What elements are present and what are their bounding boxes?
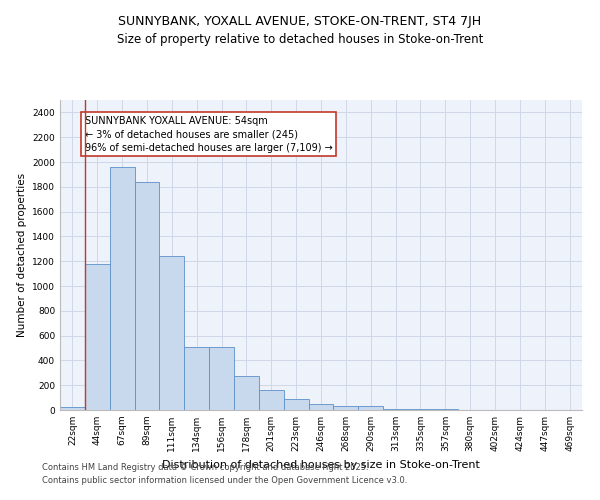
Text: SUNNYBANK, YOXALL AVENUE, STOKE-ON-TRENT, ST4 7JH: SUNNYBANK, YOXALL AVENUE, STOKE-ON-TRENT… [118,15,482,28]
Bar [209,347,234,410]
Text: Contains public sector information licensed under the Open Government Licence v3: Contains public sector information licen… [42,476,407,485]
Bar [383,408,408,410]
Bar [184,347,209,410]
Bar [160,256,184,410]
Bar [85,264,110,410]
Bar [60,408,85,410]
Bar [259,390,284,410]
Bar [134,182,160,410]
Bar [110,167,134,410]
Bar [408,409,433,410]
Bar [334,406,358,410]
Bar [358,406,383,410]
X-axis label: Distribution of detached houses by size in Stoke-on-Trent: Distribution of detached houses by size … [162,460,480,469]
Text: SUNNYBANK YOXALL AVENUE: 54sqm
← 3% of detached houses are smaller (245)
96% of : SUNNYBANK YOXALL AVENUE: 54sqm ← 3% of d… [85,116,332,152]
Bar [234,376,259,410]
Bar [284,399,308,410]
Text: Size of property relative to detached houses in Stoke-on-Trent: Size of property relative to detached ho… [117,32,483,46]
Y-axis label: Number of detached properties: Number of detached properties [17,173,26,337]
Bar [308,404,334,410]
Text: Contains HM Land Registry data © Crown copyright and database right 2025.: Contains HM Land Registry data © Crown c… [42,464,368,472]
